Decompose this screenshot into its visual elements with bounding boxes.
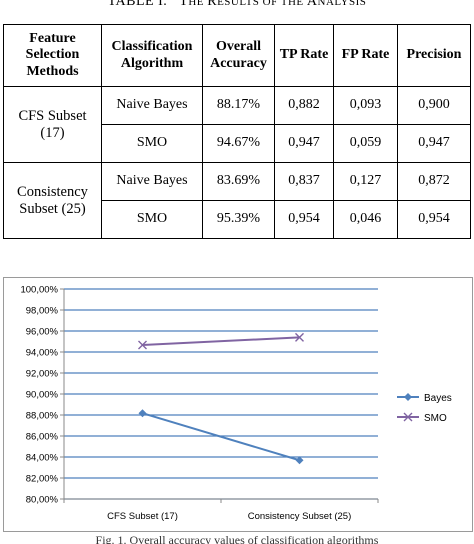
data-point-bayes bbox=[295, 456, 304, 465]
header-precision: Precision bbox=[397, 24, 471, 87]
header-tp-rate: TP Rate bbox=[274, 24, 334, 87]
cell-fp-rate: 0,127 bbox=[333, 162, 398, 201]
x-tick-label: Consistency Subset (25) bbox=[248, 511, 352, 522]
cell-algorithm: Naive Bayes bbox=[101, 162, 203, 201]
chart-area: 80,00% 82,00% 84,00% 86,00% 88,00% 90,00% 92,0… bbox=[3, 277, 473, 532]
cell-tp-rate: 0,882 bbox=[274, 86, 334, 125]
caption-title-part: NALYSIS bbox=[317, 0, 367, 8]
legend-label-bayes: Bayes bbox=[424, 393, 452, 404]
caption-title-part: R bbox=[207, 0, 218, 9]
cell-fp-rate: 0,046 bbox=[333, 200, 398, 239]
y-tick-label: 92,00% bbox=[26, 369, 59, 380]
cell-tp-rate: 0,954 bbox=[274, 200, 334, 239]
series-line-smo bbox=[142, 336, 300, 346]
header-fp-rate: FP Rate bbox=[333, 24, 398, 87]
cell-precision: 0,954 bbox=[397, 200, 471, 239]
header-classification-algorithm: Classification Algorithm bbox=[101, 24, 203, 87]
legend-label-smo: SMO bbox=[424, 413, 447, 424]
accuracy-line-chart: 80,00% 82,00% 84,00% 86,00% 88,00% 90,00% 92,0… bbox=[20, 285, 452, 523]
cell-fp-rate: 0,093 bbox=[333, 86, 398, 125]
data-point-smo bbox=[295, 332, 304, 342]
y-tick-label: 82,00% bbox=[26, 474, 59, 485]
cell-precision: 0,872 bbox=[397, 162, 471, 201]
caption-title-part: A bbox=[306, 0, 318, 9]
group-label-cfs-subset: CFS Subset (17) bbox=[3, 86, 102, 163]
table-caption: TABLE I. THE RESULTS OF THE ANALYSIS bbox=[0, 0, 474, 10]
cell-fp-rate: 0,059 bbox=[333, 124, 398, 163]
cell-algorithm: Naive Bayes bbox=[101, 86, 203, 125]
table-row: SMO 95.39% 0,954 0,046 0,954 bbox=[4, 200, 471, 239]
data-point-bayes bbox=[138, 409, 147, 418]
legend-marker-bayes bbox=[404, 393, 412, 401]
cell-tp-rate: 0,947 bbox=[274, 124, 334, 163]
cell-tp-rate: 0,837 bbox=[274, 162, 334, 201]
caption-title-part: T bbox=[179, 0, 189, 9]
cell-algorithm: SMO bbox=[101, 124, 203, 163]
y-tick-label: 84,00% bbox=[26, 453, 59, 464]
header-feature-selection-methods: Feature Selection Methods bbox=[3, 24, 102, 87]
table-row: SMO 94.67% 0,947 0,059 0,947 bbox=[4, 124, 471, 163]
cell-accuracy: 83.69% bbox=[202, 162, 275, 201]
legend-marker-smo bbox=[403, 412, 413, 422]
cell-precision: 0,900 bbox=[397, 86, 471, 125]
cell-precision: 0,947 bbox=[397, 124, 471, 163]
group-label-consistency-subset: Consistency Subset (25) bbox=[3, 162, 102, 239]
table-caption-label: TABLE I. bbox=[107, 0, 168, 9]
table-caption-title: THE RESULTS OF THE ANALYSIS bbox=[179, 0, 366, 9]
table-header-row: Feature Selection Methods Classification… bbox=[3, 24, 471, 87]
data-point-smo bbox=[138, 340, 147, 350]
figure-caption: Fig. 1. Overall accuracy values of class… bbox=[95, 533, 379, 544]
cell-accuracy: 95.39% bbox=[202, 200, 275, 239]
cell-algorithm: SMO bbox=[101, 200, 203, 239]
y-tick-label: 96,00% bbox=[26, 327, 59, 338]
y-tick-label: 88,00% bbox=[26, 411, 59, 422]
y-tick-label: 90,00% bbox=[26, 390, 59, 401]
x-tick-label: CFS Subset (17) bbox=[107, 511, 178, 522]
results-table: Feature Selection Methods Classification… bbox=[3, 24, 471, 239]
cell-accuracy: 88.17% bbox=[202, 86, 275, 125]
series-line-bayes bbox=[142, 412, 300, 462]
header-overall-accuracy: Overall Accuracy bbox=[202, 24, 275, 87]
y-tick-label: 86,00% bbox=[26, 432, 59, 443]
table-row: Consistency Subset (25) Naive Bayes 83.6… bbox=[3, 162, 471, 239]
y-tick-label: 80,00% bbox=[26, 495, 59, 506]
y-tick-label: 94,00% bbox=[26, 348, 59, 359]
caption-title-part: HE bbox=[188, 0, 208, 8]
caption-title-part: ESULTS OF THE bbox=[217, 0, 307, 8]
cell-accuracy: 94.67% bbox=[202, 124, 275, 163]
y-tick-label: 98,00% bbox=[26, 306, 59, 317]
y-tick-label: 100,00% bbox=[20, 285, 58, 296]
table-row: CFS Subset (17) Naive Bayes 88.17% 0,882… bbox=[3, 86, 471, 163]
